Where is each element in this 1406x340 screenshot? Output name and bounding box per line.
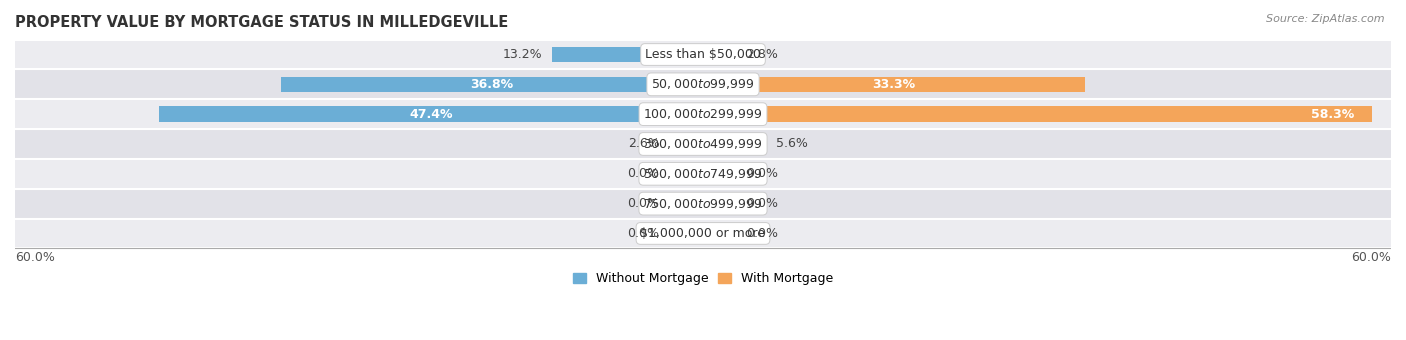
- Bar: [551, 47, 703, 62]
- Bar: [15, 39, 1391, 69]
- Text: 0.0%: 0.0%: [627, 167, 659, 180]
- Text: $100,000 to $299,999: $100,000 to $299,999: [644, 107, 762, 121]
- Text: 2.8%: 2.8%: [747, 48, 779, 61]
- Bar: [703, 136, 768, 152]
- Text: PROPERTY VALUE BY MORTGAGE STATUS IN MILLEDGEVILLE: PROPERTY VALUE BY MORTGAGE STATUS IN MIL…: [15, 15, 508, 30]
- Bar: [703, 76, 1085, 92]
- Text: $750,000 to $999,999: $750,000 to $999,999: [644, 197, 762, 210]
- Bar: [159, 106, 703, 122]
- Text: 13.2%: 13.2%: [503, 48, 543, 61]
- Text: $300,000 to $499,999: $300,000 to $499,999: [644, 137, 762, 151]
- Text: 33.3%: 33.3%: [872, 78, 915, 91]
- Bar: [703, 136, 768, 152]
- Bar: [703, 226, 737, 241]
- Text: 0.0%: 0.0%: [747, 197, 779, 210]
- Text: $1,000,000 or more: $1,000,000 or more: [641, 227, 765, 240]
- Text: 60.0%: 60.0%: [15, 251, 55, 264]
- Text: $500,000 to $749,999: $500,000 to $749,999: [644, 167, 762, 181]
- Bar: [669, 226, 703, 241]
- Text: Less than $50,000: Less than $50,000: [645, 48, 761, 61]
- Text: 47.4%: 47.4%: [409, 108, 453, 121]
- Text: Source: ZipAtlas.com: Source: ZipAtlas.com: [1267, 14, 1385, 23]
- Text: $50,000 to $99,999: $50,000 to $99,999: [651, 77, 755, 91]
- Bar: [703, 196, 737, 211]
- Bar: [15, 159, 1391, 189]
- Bar: [703, 106, 1371, 122]
- Bar: [669, 196, 703, 211]
- Bar: [703, 76, 1085, 92]
- Bar: [15, 189, 1391, 219]
- Bar: [15, 99, 1391, 129]
- Text: 60.0%: 60.0%: [1351, 251, 1391, 264]
- Bar: [669, 136, 703, 152]
- Bar: [281, 76, 703, 92]
- Bar: [703, 166, 737, 182]
- Legend: Without Mortgage, With Mortgage: Without Mortgage, With Mortgage: [568, 267, 838, 290]
- Text: 0.0%: 0.0%: [627, 227, 659, 240]
- Bar: [15, 219, 1391, 248]
- Bar: [281, 76, 703, 92]
- Bar: [159, 106, 703, 122]
- Text: 58.3%: 58.3%: [1310, 108, 1354, 121]
- Bar: [703, 106, 1371, 122]
- Bar: [703, 47, 735, 62]
- Text: 2.6%: 2.6%: [627, 137, 659, 151]
- Text: 0.0%: 0.0%: [747, 167, 779, 180]
- Bar: [673, 136, 703, 152]
- Bar: [15, 129, 1391, 159]
- Text: 5.6%: 5.6%: [776, 137, 808, 151]
- Text: 36.8%: 36.8%: [471, 78, 513, 91]
- Text: 0.0%: 0.0%: [747, 227, 779, 240]
- Text: 0.0%: 0.0%: [627, 197, 659, 210]
- Bar: [15, 69, 1391, 99]
- Bar: [669, 166, 703, 182]
- Bar: [703, 47, 737, 62]
- Bar: [551, 47, 703, 62]
